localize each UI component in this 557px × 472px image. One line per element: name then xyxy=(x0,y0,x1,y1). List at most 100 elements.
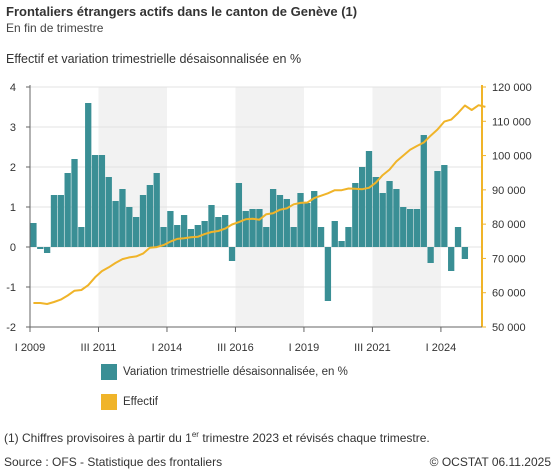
bar xyxy=(420,135,427,247)
bar xyxy=(64,173,71,247)
legend-swatch-bars xyxy=(101,364,117,380)
bar xyxy=(235,183,243,247)
bar xyxy=(228,247,236,261)
bar xyxy=(297,193,304,247)
bar xyxy=(379,193,386,247)
bar xyxy=(222,215,229,247)
x-tick-label: I 2024 xyxy=(426,342,457,354)
bar xyxy=(91,155,99,247)
bar xyxy=(454,227,462,247)
bar xyxy=(393,189,400,247)
footnote: (1) Chiffres provisoires à partir du 1er… xyxy=(4,430,430,445)
bar xyxy=(146,185,153,247)
bar xyxy=(119,189,126,247)
x-tick-label: III 2021 xyxy=(354,342,391,354)
bar xyxy=(249,209,256,247)
copyright: © OCSTAT 06.11.2025 xyxy=(429,455,551,469)
bar xyxy=(57,195,64,247)
bar xyxy=(139,195,147,247)
right-tick-label: 70 000 xyxy=(492,253,526,265)
bar xyxy=(112,201,119,247)
left-tick-label: 0 xyxy=(10,242,16,254)
bar xyxy=(427,247,434,263)
left-tick-label: -2 xyxy=(6,322,16,334)
bar xyxy=(37,247,44,249)
effectif-line xyxy=(33,104,486,305)
left-tick-label: 1 xyxy=(10,202,16,214)
right-tick-label: 50 000 xyxy=(492,322,526,334)
bar xyxy=(400,207,407,247)
footnote-text-start: (1) Chiffres provisoires à partir du 1 xyxy=(4,431,192,445)
bar xyxy=(50,195,58,247)
right-tick-label: 80 000 xyxy=(492,219,526,231)
bar xyxy=(434,171,441,247)
bar xyxy=(304,203,311,247)
bar xyxy=(406,209,414,247)
x-tick-label: III 2011 xyxy=(81,342,117,354)
bar xyxy=(448,247,455,271)
bar xyxy=(71,159,78,247)
bar xyxy=(263,227,270,247)
bar xyxy=(283,199,290,247)
bar xyxy=(290,227,297,247)
bar xyxy=(372,177,379,247)
x-tick-label: I 2009 xyxy=(15,342,46,354)
bar xyxy=(359,167,366,247)
bar xyxy=(386,181,393,247)
footnote-sup: er xyxy=(191,430,199,439)
left-tick-label: 3 xyxy=(10,122,16,134)
bar xyxy=(43,247,51,253)
bar xyxy=(365,151,373,247)
chart-period-note: En fin de trimestre xyxy=(6,21,104,35)
left-tick-label: 4 xyxy=(10,82,16,94)
legend-item-line[interactable]: Effectif xyxy=(101,394,158,410)
bar xyxy=(180,215,188,247)
footnote-text-end: trimestre 2023 et révisés chaque trimest… xyxy=(198,431,430,445)
bar xyxy=(160,227,167,247)
bar xyxy=(167,211,174,247)
axes: 4 3 2 1 0 -1 -2 120 000 110 000 100 000 90 000 80 0… xyxy=(6,82,532,354)
bar xyxy=(413,209,421,247)
chart-title: Frontaliers étrangers actifs dans le can… xyxy=(6,4,358,19)
bar xyxy=(461,247,469,259)
right-tick-label: 120 000 xyxy=(492,82,532,94)
bar xyxy=(338,241,345,247)
bar xyxy=(242,211,249,247)
bar xyxy=(317,227,325,247)
bar xyxy=(105,177,112,247)
legend-label-line: Effectif xyxy=(123,396,158,408)
legend-swatch-line xyxy=(101,394,117,410)
bar xyxy=(153,173,160,247)
bar xyxy=(85,103,92,247)
bar xyxy=(311,191,318,247)
right-tick-label: 100 000 xyxy=(492,151,532,163)
bar xyxy=(126,207,133,247)
left-tick-label: 2 xyxy=(10,162,16,174)
bar xyxy=(174,225,181,247)
bar xyxy=(324,247,332,301)
legend-item-bars[interactable]: Variation trimestrielle désaisonnalisée,… xyxy=(101,364,348,380)
bar xyxy=(352,183,359,247)
bar xyxy=(30,223,37,247)
bar xyxy=(269,189,277,247)
x-tick-label: I 2019 xyxy=(289,342,320,354)
bar xyxy=(133,217,140,247)
bar xyxy=(345,227,352,247)
legend-label-bars: Variation trimestrielle désaisonnalisée,… xyxy=(123,366,348,378)
bar xyxy=(208,205,215,247)
bar xyxy=(78,227,85,247)
line-series xyxy=(33,104,486,305)
x-tick-label: III 2016 xyxy=(217,342,254,354)
right-tick-label: 60 000 xyxy=(492,288,526,300)
bar xyxy=(331,221,338,247)
left-tick-label: -1 xyxy=(6,282,16,294)
bar xyxy=(276,195,284,247)
chart-subtitle: Effectif et variation trimestrielle désa… xyxy=(6,52,302,66)
right-tick-label: 90 000 xyxy=(492,185,526,197)
bar xyxy=(256,209,263,247)
source-note: Source : OFS - Statistique des frontalie… xyxy=(4,455,223,469)
x-tick-label: I 2014 xyxy=(152,342,183,354)
bar xyxy=(98,155,106,247)
bar xyxy=(441,165,448,247)
